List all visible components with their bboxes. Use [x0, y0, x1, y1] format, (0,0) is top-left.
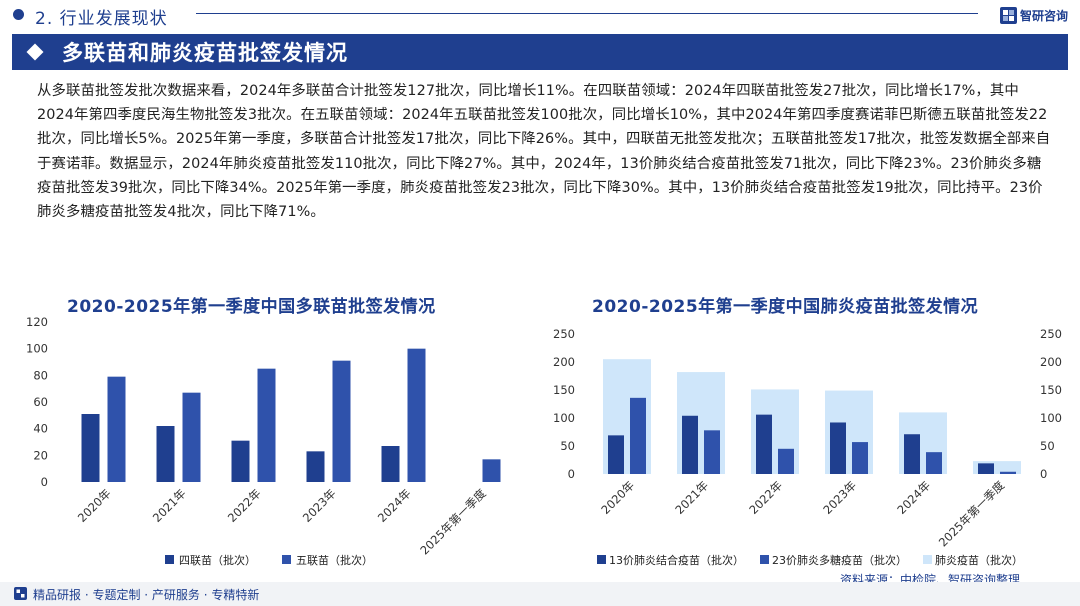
bar-five-valent: [257, 368, 276, 482]
x-category-label: 2021年: [672, 478, 711, 517]
y-tick-label: 100: [26, 342, 48, 356]
header-divider: [196, 13, 978, 14]
bar-four-valent: [231, 440, 250, 482]
y-tick-label: 40: [33, 422, 48, 436]
y2-tick-label: 150: [1040, 383, 1062, 397]
bar-23-valent: [630, 397, 646, 474]
bar-23-valent: [926, 452, 942, 474]
x-category-label: 2025年第一季度: [936, 478, 1008, 550]
legend-swatch: [282, 555, 291, 564]
footer-text: 精品研报 · 专题定制 · 产研服务 · 专精特新: [33, 588, 260, 602]
section-title: 2. 行业发展现状: [35, 9, 168, 29]
bar-13-valent: [608, 435, 624, 474]
top-header: 2. 行业发展现状 智研咨询: [0, 0, 1080, 32]
chart-title-combo-vaccine: 2020-2025年第一季度中国多联苗批签发情况: [67, 297, 436, 317]
logo-icon: [999, 6, 1017, 24]
legend-swatch: [597, 555, 606, 564]
y2-tick-label: 50: [1040, 439, 1055, 453]
bar-13-valent: [682, 415, 698, 474]
y-tick-label: 120: [26, 315, 48, 329]
bar-five-valent: [332, 360, 351, 482]
bar-23-valent: [704, 430, 720, 474]
chart-title-pneumonia-vaccine: 2020-2025年第一季度中国肺炎疫苗批签发情况: [592, 297, 979, 317]
y2-tick-label: 100: [1040, 411, 1062, 425]
bar-13-valent: [830, 422, 846, 474]
brand-logo: 智研咨询: [999, 4, 1068, 26]
bar-23-valent: [778, 448, 794, 474]
footer-bar: 精品研报 · 专题定制 · 产研服务 · 专精特新: [0, 582, 1080, 606]
bar-four-valent: [81, 414, 100, 482]
legend-swatch: [165, 555, 174, 564]
y-tick-label: 150: [553, 383, 575, 397]
bar-five-valent: [482, 459, 501, 482]
legend-swatch: [760, 555, 769, 564]
y-tick-label: 200: [553, 355, 575, 369]
y-tick-label: 50: [560, 439, 575, 453]
bar-13-valent: [756, 414, 772, 474]
y-tick-label: 250: [553, 327, 575, 341]
bar-13-valent: [978, 463, 994, 474]
legend-label: 13价肺炎结合疫苗（批次）: [609, 553, 744, 567]
logo-text: 智研咨询: [1019, 8, 1068, 23]
bar-four-valent: [381, 446, 400, 482]
x-category-label: 2020年: [598, 478, 637, 517]
y2-tick-label: 0: [1040, 467, 1047, 481]
y-tick-label: 80: [33, 368, 48, 382]
legend-label: 五联苗（批次）: [296, 553, 373, 567]
legend-label: 23价肺炎多糖疫苗（批次）: [772, 553, 907, 567]
y-tick-label: 0: [568, 467, 575, 481]
bar-five-valent: [407, 348, 426, 482]
legend-swatch: [923, 555, 932, 564]
y-tick-label: 100: [553, 411, 575, 425]
x-category-label: 2024年: [894, 478, 933, 517]
legend-label: 肺炎疫苗（批次）: [935, 553, 1023, 567]
page-title: 多联苗和肺炎疫苗批签发情况: [62, 41, 348, 65]
bar-23-valent: [1000, 471, 1016, 474]
legend-label: 四联苗（批次）: [179, 553, 256, 567]
x-category-label: 2022年: [746, 478, 785, 517]
title-banner: 多联苗和肺炎疫苗批签发情况: [12, 34, 1068, 70]
footer-logo-icon: [14, 587, 27, 600]
y-tick-label: 60: [33, 395, 48, 409]
y2-tick-label: 250: [1040, 327, 1062, 341]
section-bullet-icon: [13, 9, 24, 20]
x-category-label: 2023年: [820, 478, 859, 517]
y2-tick-label: 200: [1040, 355, 1062, 369]
bar-13-valent: [904, 434, 920, 474]
bar-five-valent: [107, 376, 126, 482]
y-tick-label: 20: [33, 448, 48, 462]
bar-four-valent: [156, 426, 175, 482]
bar-four-valent: [306, 451, 325, 482]
bar-23-valent: [852, 442, 868, 474]
description-paragraph: 从多联苗批签发批次数据来看，2024年多联苗合计批签发127批次，同比增长11%…: [37, 83, 1051, 221]
bar-five-valent: [182, 392, 201, 482]
y-tick-label: 0: [41, 475, 48, 489]
